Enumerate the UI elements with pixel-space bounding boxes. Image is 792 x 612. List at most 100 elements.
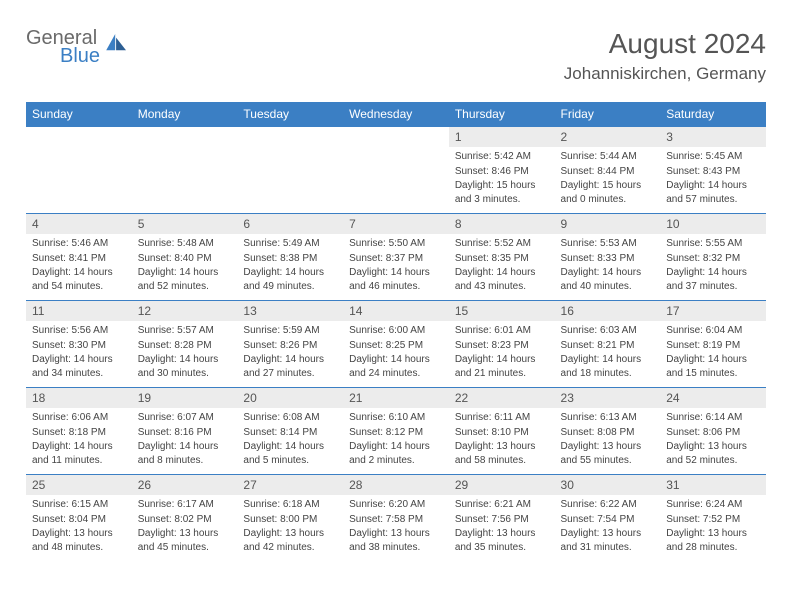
sunrise-line: Sunrise: 5:45 AM [666,150,760,164]
day-number-cell: 21 [343,388,449,409]
day-detail-cell: Sunrise: 6:00 AMSunset: 8:25 PMDaylight:… [343,321,449,388]
sunset-line: Sunset: 8:18 PM [32,426,126,440]
day-of-week-cell: Tuesday [237,102,343,127]
logo: General Blue [26,28,128,66]
daylight-line: Daylight: 14 hours and 46 minutes. [349,266,443,293]
day-detail-cell: Sunrise: 5:48 AMSunset: 8:40 PMDaylight:… [132,234,238,301]
day-number-cell: 12 [132,301,238,322]
sunrise-line: Sunrise: 6:18 AM [243,498,337,512]
sunrise-line: Sunrise: 6:07 AM [138,411,232,425]
day-number-cell: 25 [26,475,132,496]
day-number-cell [343,127,449,148]
sunset-line: Sunset: 8:04 PM [32,513,126,527]
daylight-line: Daylight: 15 hours and 0 minutes. [561,179,655,206]
header: General Blue August 2024 Johanniskirchen… [26,28,766,84]
daylight-line: Daylight: 14 hours and 49 minutes. [243,266,337,293]
day-number-cell: 19 [132,388,238,409]
day-detail-row: Sunrise: 6:06 AMSunset: 8:18 PMDaylight:… [26,408,766,475]
daylight-line: Daylight: 14 hours and 8 minutes. [138,440,232,467]
sunset-line: Sunset: 8:32 PM [666,252,760,266]
sunset-line: Sunset: 7:56 PM [455,513,549,527]
day-of-week-cell: Sunday [26,102,132,127]
sunset-line: Sunset: 7:52 PM [666,513,760,527]
day-detail-cell: Sunrise: 6:08 AMSunset: 8:14 PMDaylight:… [237,408,343,475]
day-detail-cell: Sunrise: 6:18 AMSunset: 8:00 PMDaylight:… [237,495,343,561]
day-number-cell: 27 [237,475,343,496]
day-detail-cell [237,147,343,214]
sunset-line: Sunset: 8:44 PM [561,165,655,179]
day-number-cell [26,127,132,148]
day-number-cell: 6 [237,214,343,235]
daylight-line: Daylight: 14 hours and 43 minutes. [455,266,549,293]
daylight-line: Daylight: 13 hours and 45 minutes. [138,527,232,554]
sunrise-line: Sunrise: 5:55 AM [666,237,760,251]
day-detail-cell: Sunrise: 5:50 AMSunset: 8:37 PMDaylight:… [343,234,449,301]
sunset-line: Sunset: 8:06 PM [666,426,760,440]
day-of-week-cell: Thursday [449,102,555,127]
sunset-line: Sunset: 8:38 PM [243,252,337,266]
sunrise-line: Sunrise: 5:57 AM [138,324,232,338]
day-number-cell: 14 [343,301,449,322]
daylight-line: Daylight: 14 hours and 27 minutes. [243,353,337,380]
sunset-line: Sunset: 8:40 PM [138,252,232,266]
daylight-line: Daylight: 14 hours and 57 minutes. [666,179,760,206]
day-number-cell: 15 [449,301,555,322]
day-detail-cell: Sunrise: 6:07 AMSunset: 8:16 PMDaylight:… [132,408,238,475]
day-number-cell: 28 [343,475,449,496]
day-detail-cell: Sunrise: 6:14 AMSunset: 8:06 PMDaylight:… [660,408,766,475]
day-number-cell: 29 [449,475,555,496]
day-number-cell: 23 [555,388,661,409]
day-of-week-cell: Monday [132,102,238,127]
sunrise-line: Sunrise: 5:52 AM [455,237,549,251]
day-detail-cell: Sunrise: 5:45 AMSunset: 8:43 PMDaylight:… [660,147,766,214]
sunset-line: Sunset: 8:08 PM [561,426,655,440]
day-number-cell: 20 [237,388,343,409]
sunset-line: Sunset: 7:54 PM [561,513,655,527]
sunset-line: Sunset: 8:46 PM [455,165,549,179]
sunset-line: Sunset: 8:26 PM [243,339,337,353]
day-number-row: 11121314151617 [26,301,766,322]
day-detail-cell [343,147,449,214]
sunset-line: Sunset: 8:28 PM [138,339,232,353]
sunrise-line: Sunrise: 5:48 AM [138,237,232,251]
daylight-line: Daylight: 13 hours and 31 minutes. [561,527,655,554]
day-number-row: 25262728293031 [26,475,766,496]
title-block: August 2024 Johanniskirchen, Germany [564,28,766,84]
sunrise-line: Sunrise: 6:01 AM [455,324,549,338]
sunset-line: Sunset: 8:43 PM [666,165,760,179]
day-number-row: 45678910 [26,214,766,235]
day-number-cell: 26 [132,475,238,496]
day-detail-cell: Sunrise: 6:10 AMSunset: 8:12 PMDaylight:… [343,408,449,475]
daylight-line: Daylight: 14 hours and 5 minutes. [243,440,337,467]
day-detail-cell: Sunrise: 5:59 AMSunset: 8:26 PMDaylight:… [237,321,343,388]
month-title: August 2024 [564,28,766,60]
sunrise-line: Sunrise: 6:11 AM [455,411,549,425]
day-detail-cell: Sunrise: 6:04 AMSunset: 8:19 PMDaylight:… [660,321,766,388]
day-detail-cell: Sunrise: 5:53 AMSunset: 8:33 PMDaylight:… [555,234,661,301]
day-detail-cell: Sunrise: 6:21 AMSunset: 7:56 PMDaylight:… [449,495,555,561]
day-of-week-row: SundayMondayTuesdayWednesdayThursdayFrid… [26,102,766,127]
daylight-line: Daylight: 14 hours and 2 minutes. [349,440,443,467]
day-detail-row: Sunrise: 5:46 AMSunset: 8:41 PMDaylight:… [26,234,766,301]
location: Johanniskirchen, Germany [564,64,766,84]
sunset-line: Sunset: 8:21 PM [561,339,655,353]
day-number-cell: 16 [555,301,661,322]
day-number-cell: 22 [449,388,555,409]
daylight-line: Daylight: 14 hours and 24 minutes. [349,353,443,380]
daylight-line: Daylight: 14 hours and 15 minutes. [666,353,760,380]
day-detail-cell: Sunrise: 6:13 AMSunset: 8:08 PMDaylight:… [555,408,661,475]
daylight-line: Daylight: 14 hours and 30 minutes. [138,353,232,380]
day-detail-row: Sunrise: 5:42 AMSunset: 8:46 PMDaylight:… [26,147,766,214]
sunrise-line: Sunrise: 5:44 AM [561,150,655,164]
sunrise-line: Sunrise: 6:13 AM [561,411,655,425]
sunset-line: Sunset: 8:02 PM [138,513,232,527]
day-number-row: 18192021222324 [26,388,766,409]
sunrise-line: Sunrise: 6:24 AM [666,498,760,512]
day-detail-cell: Sunrise: 6:11 AMSunset: 8:10 PMDaylight:… [449,408,555,475]
sunrise-line: Sunrise: 6:08 AM [243,411,337,425]
day-detail-cell: Sunrise: 5:57 AMSunset: 8:28 PMDaylight:… [132,321,238,388]
daylight-line: Daylight: 14 hours and 54 minutes. [32,266,126,293]
day-detail-cell: Sunrise: 5:52 AMSunset: 8:35 PMDaylight:… [449,234,555,301]
sunrise-line: Sunrise: 5:59 AM [243,324,337,338]
daylight-line: Daylight: 14 hours and 52 minutes. [138,266,232,293]
